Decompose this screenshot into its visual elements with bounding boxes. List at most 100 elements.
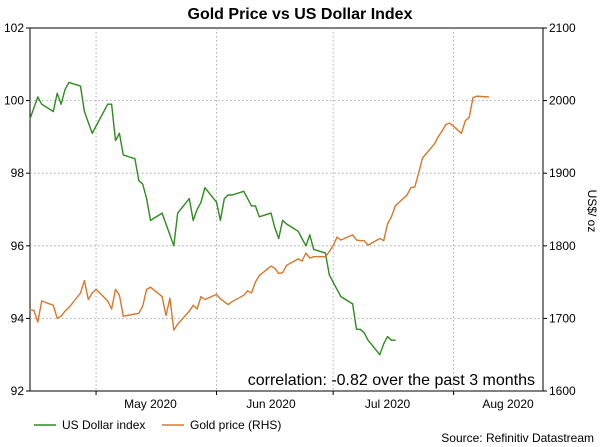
gridlines	[30, 28, 543, 391]
data-point	[64, 310, 66, 312]
data-point	[328, 274, 330, 276]
data-point	[332, 281, 334, 283]
data-point	[79, 292, 82, 294]
data-point	[122, 315, 124, 317]
data-point	[29, 118, 31, 120]
data-point	[309, 257, 311, 259]
series-lines	[29, 81, 490, 356]
data-point	[149, 286, 152, 288]
legend-item: Gold price (RHS)	[162, 418, 281, 432]
left-y-axis: 92 94 96 98 100 102	[4, 21, 30, 398]
data-point	[324, 252, 326, 254]
left-y-tick-label: 94	[11, 311, 25, 325]
data-point	[340, 296, 342, 298]
data-point	[177, 212, 179, 214]
data-point	[247, 198, 249, 200]
data-point	[313, 256, 315, 258]
data-point	[243, 190, 245, 192]
data-point	[363, 240, 365, 242]
data-point	[359, 240, 361, 242]
data-point	[359, 328, 361, 330]
data-point	[309, 234, 311, 236]
data-point	[87, 298, 89, 301]
data-point	[68, 81, 70, 83]
legend-item: US Dollar index	[34, 418, 145, 432]
left-y-tick-label: 92	[11, 384, 25, 398]
data-point	[146, 288, 148, 290]
data-point	[367, 339, 369, 341]
plot-area-border	[29, 27, 544, 392]
data-point	[297, 230, 299, 232]
data-point	[383, 240, 385, 242]
data-point	[188, 310, 190, 312]
data-point	[83, 110, 85, 113]
data-point	[476, 95, 478, 97]
data-point	[305, 245, 307, 247]
data-point	[52, 110, 54, 113]
data-point	[270, 265, 272, 267]
data-point	[250, 205, 253, 207]
data-point	[227, 194, 229, 196]
data-point	[122, 154, 124, 156]
data-point	[379, 237, 381, 240]
chart-title: Gold Price vs US Dollar Index	[188, 6, 413, 23]
data-point	[472, 97, 474, 99]
data-point	[107, 300, 109, 302]
data-point	[169, 234, 171, 236]
data-point	[340, 239, 342, 241]
legend-label: Gold price (RHS)	[190, 418, 281, 432]
data-point	[460, 132, 462, 134]
right-y-tick-label: 1800	[549, 239, 576, 253]
data-point	[196, 308, 198, 310]
data-point	[418, 172, 420, 174]
right-y-tick-label: 1700	[549, 311, 576, 325]
data-point	[204, 298, 206, 301]
data-point	[394, 339, 396, 341]
data-point	[192, 304, 194, 306]
data-point	[449, 122, 451, 124]
data-point	[332, 245, 334, 247]
data-point	[142, 183, 144, 185]
right-y-tick-label: 1900	[549, 166, 576, 180]
data-point	[383, 343, 385, 345]
data-point	[118, 294, 120, 296]
right-y-axis-label: US$/ oz	[585, 190, 599, 233]
source-note: Source: Refinitiv Datastream	[441, 431, 594, 445]
data-point	[414, 186, 416, 188]
data-point	[394, 205, 396, 207]
data-point	[200, 201, 202, 203]
data-point	[196, 208, 198, 211]
data-point	[142, 305, 144, 307]
data-point	[146, 198, 148, 200]
data-point	[107, 103, 109, 105]
data-point	[87, 121, 89, 123]
data-point	[488, 96, 490, 98]
data-point	[64, 89, 66, 91]
data-point	[177, 323, 179, 325]
data-point	[336, 236, 338, 238]
x-tick-label: Jun 2020	[246, 397, 296, 411]
data-point	[200, 296, 202, 298]
data-point	[324, 256, 326, 258]
data-point	[138, 312, 140, 314]
data-point	[169, 297, 171, 299]
data-point	[328, 251, 330, 253]
data-point	[52, 304, 54, 306]
data-point	[33, 107, 35, 109]
data-point	[352, 303, 354, 305]
data-point	[161, 296, 163, 298]
data-point	[231, 301, 233, 303]
data-point	[274, 227, 276, 229]
data-point	[161, 212, 163, 214]
data-point	[301, 260, 303, 262]
data-point	[83, 280, 85, 282]
data-point	[37, 321, 39, 323]
data-point	[223, 301, 225, 303]
data-point	[305, 252, 307, 254]
data-point	[433, 143, 435, 145]
correlation-annotation: correlation: -0.82 over the past 3 month…	[248, 372, 535, 389]
data-point	[56, 317, 58, 319]
data-point	[254, 281, 256, 283]
data-point	[379, 354, 381, 356]
